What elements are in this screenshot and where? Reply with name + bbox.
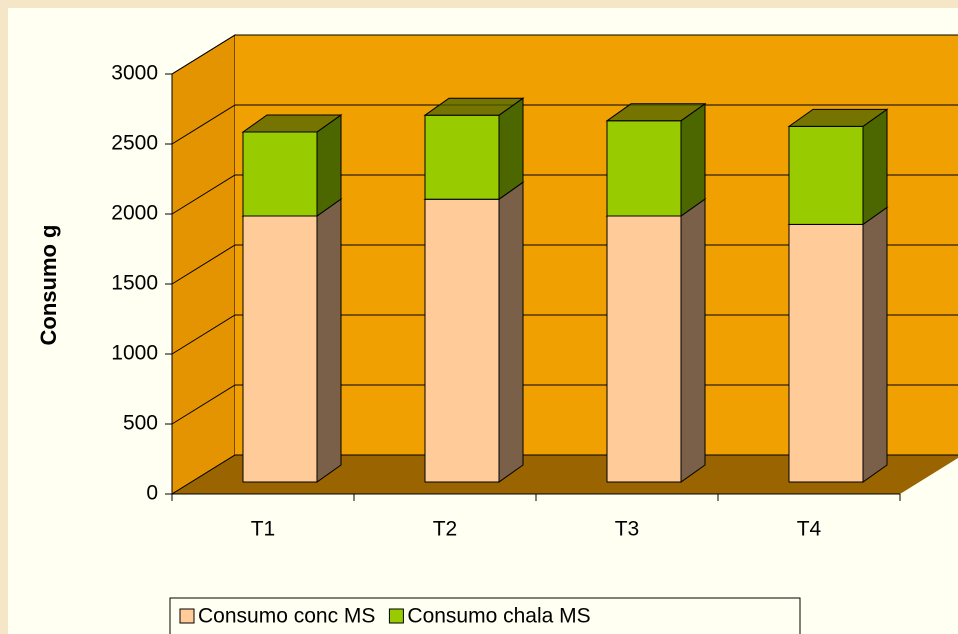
bar-side bbox=[862, 206, 888, 483]
grid-line bbox=[171, 314, 958, 355]
bar bbox=[242, 215, 318, 483]
floor bbox=[172, 455, 958, 494]
bar-top bbox=[605, 103, 707, 122]
bar-top bbox=[241, 114, 343, 133]
x-tick-label: T2 bbox=[433, 518, 458, 541]
bar-side bbox=[862, 108, 888, 226]
grid-line bbox=[171, 34, 958, 75]
x-tick-label: T3 bbox=[615, 518, 640, 541]
bar bbox=[424, 198, 500, 483]
y-tick-label: 0 bbox=[146, 482, 158, 505]
bar-side bbox=[316, 198, 342, 483]
legend bbox=[169, 597, 801, 634]
bar bbox=[788, 125, 864, 225]
bar bbox=[606, 120, 682, 217]
legend-swatch bbox=[388, 608, 404, 624]
x-tick-label: T1 bbox=[251, 518, 276, 541]
bar-top bbox=[787, 108, 889, 127]
y-tick-label: 2000 bbox=[111, 202, 158, 225]
bar-side bbox=[498, 181, 524, 483]
y-tick-label: 500 bbox=[123, 412, 158, 435]
bar bbox=[788, 223, 864, 483]
bar bbox=[242, 131, 318, 217]
y-tick-label: 1000 bbox=[111, 342, 158, 365]
bar bbox=[424, 114, 500, 200]
bar-side bbox=[680, 198, 706, 483]
grid-line bbox=[171, 104, 958, 145]
bar-side bbox=[316, 114, 342, 217]
bar bbox=[606, 215, 682, 483]
y-tick-label: 2500 bbox=[111, 132, 158, 155]
grid-line bbox=[171, 244, 958, 285]
y-tick-label: 3000 bbox=[111, 62, 158, 85]
legend-swatch bbox=[179, 608, 195, 624]
grid-line bbox=[171, 454, 958, 495]
y-axis-label: Consumo g bbox=[36, 225, 61, 346]
bar-top bbox=[423, 97, 525, 116]
x-tick-label: T4 bbox=[797, 518, 822, 541]
bar-side bbox=[680, 102, 706, 217]
grid-line bbox=[171, 174, 958, 215]
y-tick-label: 1500 bbox=[111, 272, 158, 295]
bar-side bbox=[498, 97, 524, 201]
legend-label: Consumo conc MS bbox=[198, 605, 375, 628]
legend-label: Consumo chala MS bbox=[407, 605, 590, 628]
grid-line bbox=[171, 384, 958, 425]
